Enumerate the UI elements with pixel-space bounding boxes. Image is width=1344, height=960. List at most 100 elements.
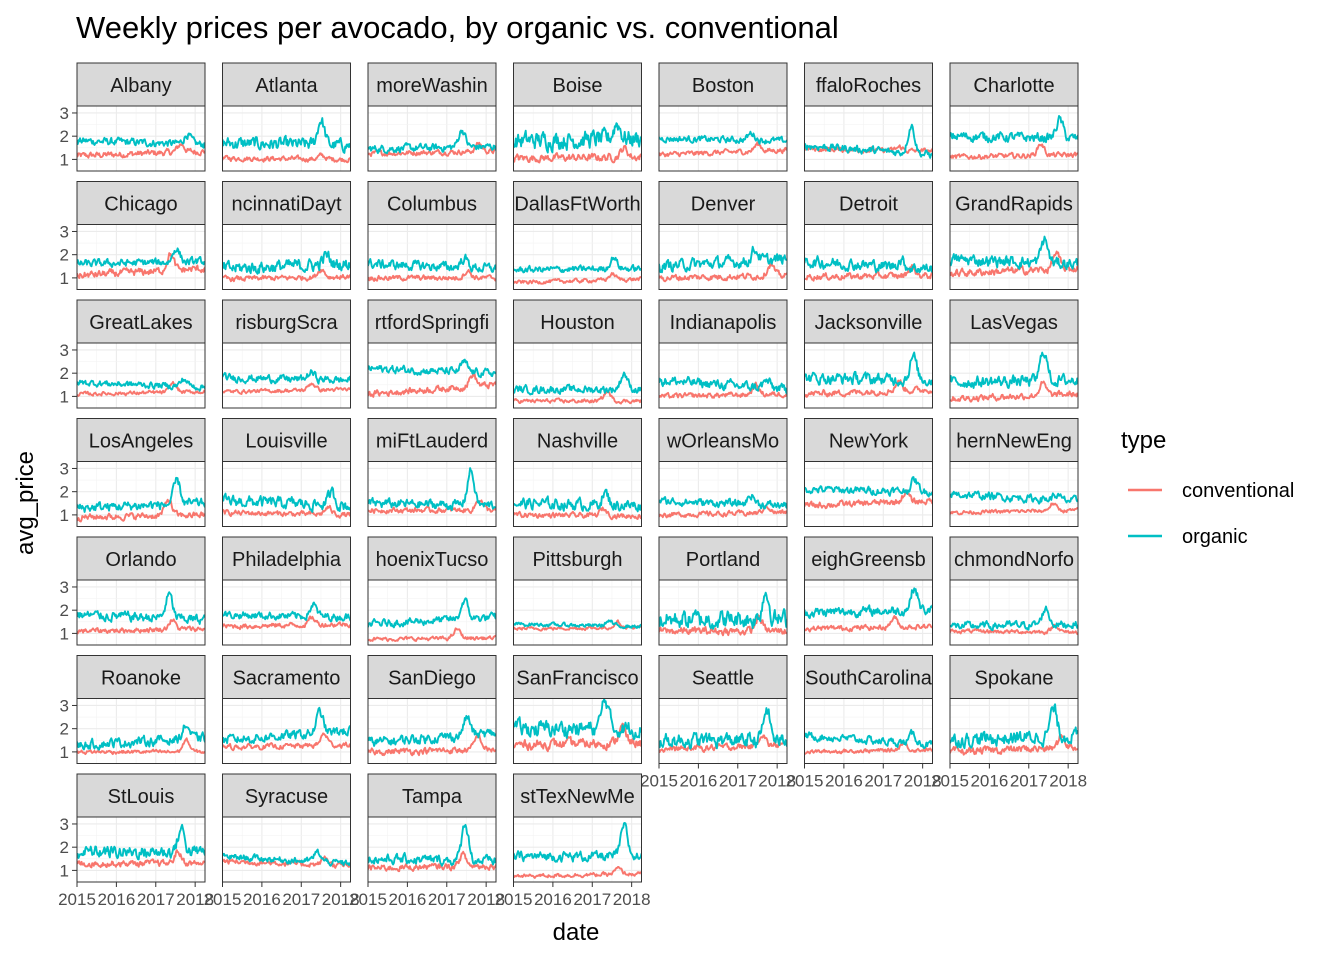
facet-strip-label: Spokane bbox=[975, 668, 1054, 690]
facet-panel-Sacramento: Sacramento bbox=[221, 655, 351, 764]
facet-strip-label: GrandRapids bbox=[955, 194, 1073, 216]
panel-border bbox=[513, 105, 642, 172]
panel-border bbox=[513, 342, 642, 409]
y-tick-label: 2 bbox=[60, 127, 69, 146]
series-line-organic bbox=[804, 587, 933, 620]
facet-strip-label: Philadelphia bbox=[232, 549, 342, 571]
series-line-organic bbox=[77, 476, 205, 513]
panel-border bbox=[222, 579, 351, 646]
facet-panel-Indianapolis: Indianapolis bbox=[658, 299, 788, 409]
facet-strip-label: Nashville bbox=[537, 431, 618, 453]
facet-strip bbox=[367, 773, 497, 818]
y-axis-title: avg_price bbox=[12, 451, 39, 555]
facet-panel-ffaloRoches: ffaloRoches bbox=[803, 62, 933, 172]
series-line-organic bbox=[77, 132, 205, 149]
panel-border bbox=[76, 224, 206, 290]
panel-border bbox=[76, 461, 206, 527]
panel-background bbox=[513, 580, 642, 645]
facet-strip bbox=[222, 418, 351, 462]
series-line-conventional bbox=[950, 733, 1078, 756]
panel-border bbox=[367, 579, 497, 646]
facet-strip-label: SanFrancisco bbox=[516, 668, 638, 690]
panel-background bbox=[77, 343, 205, 408]
panel-border bbox=[222, 342, 351, 409]
series-line-conventional bbox=[368, 373, 496, 398]
facet-strip-label: Louisville bbox=[245, 431, 327, 453]
legend-label-organic: organic bbox=[1182, 526, 1248, 548]
series-line-conventional bbox=[513, 272, 642, 285]
y-tick-label: 3 bbox=[60, 222, 69, 241]
panel-background bbox=[77, 224, 205, 290]
facet-strip-label: Jacksonville bbox=[815, 312, 923, 334]
facet-panel-SanFrancisco: SanFrancisco bbox=[512, 655, 642, 764]
facet-strip bbox=[804, 418, 933, 462]
series-line-conventional bbox=[368, 268, 496, 282]
facet-panel-Philadelphia: Philadelphia bbox=[221, 536, 351, 646]
facet-strip-label: GreatLakes bbox=[89, 312, 192, 334]
x-tick-label: 2017 bbox=[864, 772, 902, 791]
y-tick-label: 3 bbox=[60, 104, 69, 123]
facet-strip-label: rtfordSpringfi bbox=[375, 312, 490, 334]
panel-border bbox=[804, 224, 933, 290]
panel-background bbox=[804, 106, 933, 171]
series-line-conventional bbox=[804, 379, 933, 398]
panel-border bbox=[367, 461, 497, 527]
y-tick-label: 2 bbox=[60, 720, 69, 739]
series-line-conventional bbox=[513, 145, 642, 164]
panel-background bbox=[950, 461, 1078, 527]
series-line-organic bbox=[659, 707, 787, 750]
series-line-organic bbox=[368, 597, 496, 629]
facet-strip bbox=[949, 181, 1079, 225]
series-line-conventional bbox=[368, 499, 496, 515]
panel-background bbox=[222, 580, 351, 645]
panel-border bbox=[658, 224, 788, 290]
facet-strip-label: Denver bbox=[691, 194, 756, 216]
facet-strip bbox=[804, 299, 933, 344]
facet-panel-Columbus: Columbus bbox=[367, 181, 497, 290]
facet-panel-Chicago: Chicago 1 2 3 bbox=[60, 181, 206, 290]
series-line-conventional bbox=[77, 618, 205, 635]
facet-strip bbox=[513, 655, 642, 699]
panel-background bbox=[368, 343, 496, 408]
x-tick-label: 2017 bbox=[137, 890, 175, 909]
panel-border bbox=[222, 224, 351, 290]
facet-panel-GreatLakes: GreatLakes 1 2 3 bbox=[60, 299, 206, 409]
facet-strip-label: moreWashin bbox=[376, 75, 488, 97]
series-line-conventional bbox=[77, 380, 205, 397]
facet-panel-rtfordSpringfi: rtfordSpringfi bbox=[367, 299, 497, 409]
y-tick-label: 2 bbox=[60, 364, 69, 383]
series-line-conventional bbox=[77, 252, 205, 280]
y-tick-label: 1 bbox=[60, 506, 69, 525]
panel-background bbox=[513, 343, 642, 408]
chart-title: Weekly prices per avocado, by organic vs… bbox=[76, 10, 839, 45]
facet-panel-DallasFtWorth: DallasFtWorth bbox=[512, 181, 642, 290]
series-line-organic bbox=[804, 728, 933, 750]
x-tick-label: 2016 bbox=[825, 772, 863, 791]
panel-background bbox=[950, 580, 1078, 645]
facet-panel-SanDiego: SanDiego bbox=[367, 655, 497, 764]
series-line-organic bbox=[659, 375, 787, 395]
facet-strip bbox=[804, 536, 933, 581]
panel-border bbox=[804, 579, 933, 646]
y-tick-label: 1 bbox=[60, 150, 69, 169]
facet-strip bbox=[658, 181, 788, 225]
panel-border bbox=[658, 461, 788, 527]
panel-background bbox=[513, 817, 642, 882]
facet-panel-Spokane: Spokane 2015 2016 2017 2018 bbox=[931, 655, 1087, 791]
facet-strip-label: LosAngeles bbox=[89, 431, 194, 453]
series-line-conventional bbox=[513, 619, 642, 632]
series-line-organic bbox=[77, 724, 205, 751]
facet-strip-label: Albany bbox=[110, 75, 171, 97]
series-line-conventional bbox=[950, 502, 1078, 516]
series-line-conventional bbox=[368, 627, 496, 643]
facet-strip-label: Chicago bbox=[104, 194, 177, 216]
x-axis-title: date bbox=[553, 919, 600, 946]
panel-border bbox=[949, 579, 1079, 646]
series-line-organic bbox=[950, 490, 1078, 505]
x-tick-label: 2018 bbox=[904, 772, 942, 791]
facet-panel-StLouis: StLouis 1 2 3 2015 2016 2017 2018 bbox=[58, 773, 214, 909]
facet-strip-label: NewYork bbox=[829, 431, 909, 453]
facet-panel-ncinnatiDayt: ncinnatiDayt bbox=[221, 181, 351, 290]
facet-panel-Roanoke: Roanoke 1 2 3 bbox=[60, 655, 206, 764]
facet-strip-label: wOrleansMo bbox=[666, 431, 779, 453]
